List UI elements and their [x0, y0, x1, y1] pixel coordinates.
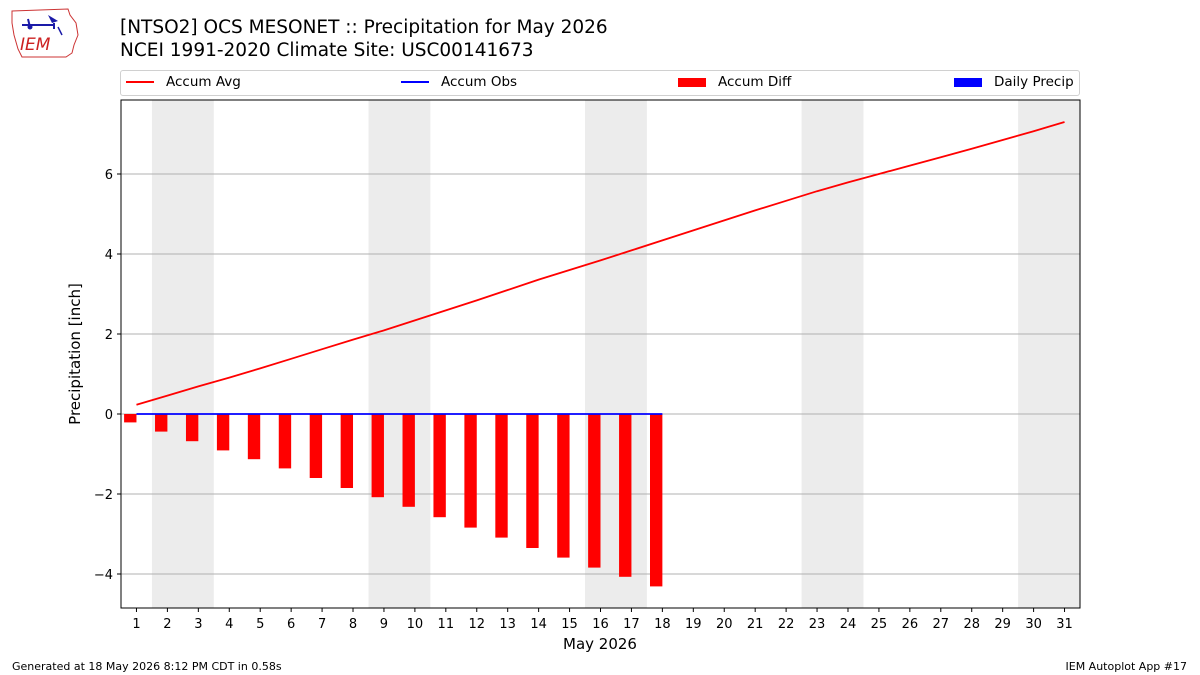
legend-label-accum-obs: Accum Obs — [441, 74, 518, 90]
y-tick-label-2: 2 — [105, 328, 113, 343]
bar-accum-diff-day-15 — [557, 414, 570, 558]
x-tick-label-22: 22 — [778, 617, 795, 632]
y-tick-label--4: −4 — [94, 568, 113, 583]
x-tick-label-6: 6 — [287, 617, 295, 632]
x-tick-label-3: 3 — [194, 617, 202, 632]
y-tick-label--2: −2 — [94, 488, 113, 503]
bar-accum-diff-day-6 — [278, 414, 292, 469]
x-tick-label-15: 15 — [561, 617, 578, 632]
plot-frame — [120, 99, 1081, 609]
bar-accum-diff-day-13 — [495, 414, 508, 538]
x-tick-label-18: 18 — [654, 617, 671, 632]
accum-diff-bars — [124, 414, 663, 587]
y-tick-label-6: 6 — [105, 168, 113, 183]
x-tick-label-8: 8 — [349, 617, 357, 632]
x-tick-label-23: 23 — [809, 617, 826, 632]
iem-logo: IEM — [11, 8, 79, 58]
x-tick-label-10: 10 — [407, 617, 424, 632]
y-gridlines — [121, 173, 1080, 575]
x-axis-ticks: 1 2 3 4 5 6 7 8 9 10 11 12 13 14 15 16 17 18 19 20 21 22 23 24 2… — [132, 608, 1073, 632]
chart-subtitle: NCEI 1991-2020 Climate Site: USC00141673 — [120, 40, 534, 61]
weekend-band-4 — [1018, 100, 1080, 608]
bar-accum-diff-day-5 — [247, 414, 261, 460]
svg-text:IEM: IEM — [20, 35, 51, 55]
bar-accum-diff-day-12 — [464, 414, 477, 528]
series-line-accum-avg — [136, 121, 1065, 406]
y-tick-label-0: 0 — [105, 408, 113, 423]
legend-label-accum-diff: Accum Diff — [718, 74, 792, 90]
y-axis-label: Precipitation [inch] — [66, 283, 84, 425]
bar-accum-diff-day-14 — [526, 414, 539, 548]
legend-item-accum-obs: Accum Obs — [401, 74, 517, 90]
x-tick-label-21: 21 — [747, 617, 764, 632]
chart-title: [NTSO2] OCS MESONET :: Precipitation for… — [120, 17, 608, 38]
series-lines — [136, 121, 1065, 415]
x-tick-label-28: 28 — [963, 617, 980, 632]
bar-accum-diff-day-17 — [619, 414, 632, 577]
legend-label-daily-precip: Daily Precip — [994, 74, 1074, 90]
x-tick-label-7: 7 — [318, 617, 326, 632]
bar-accum-diff-day-1 — [124, 414, 137, 423]
weekend-band-0 — [151, 100, 214, 608]
x-tick-label-19: 19 — [685, 617, 702, 632]
x-tick-label-31: 31 — [1056, 617, 1073, 632]
legend-swatch-accum-avg — [126, 81, 154, 83]
bar-accum-diff-day-18 — [649, 414, 663, 587]
weekend-band-1 — [368, 100, 431, 608]
x-tick-label-9: 9 — [380, 617, 388, 632]
legend-label-accum-avg: Accum Avg — [166, 74, 241, 90]
bar-accum-diff-day-8 — [340, 414, 354, 488]
x-tick-label-14: 14 — [530, 617, 547, 632]
legend-swatch-accum-obs — [401, 81, 429, 83]
legend-swatch-daily-precip — [954, 77, 982, 87]
x-tick-label-29: 29 — [994, 617, 1011, 632]
x-tick-label-30: 30 — [1025, 617, 1042, 632]
x-tick-label-13: 13 — [499, 617, 516, 632]
bar-accum-diff-day-9 — [371, 414, 384, 498]
bar-accum-diff-day-4 — [216, 414, 230, 451]
x-tick-label-27: 27 — [933, 617, 950, 632]
x-axis-label: May 2026 — [563, 635, 637, 653]
bar-accum-diff-day-2 — [155, 414, 168, 432]
app-credit: IEM Autoplot App #17 — [1065, 660, 1188, 673]
legend-item-accum-avg: Accum Avg — [126, 74, 241, 90]
bar-accum-diff-day-7 — [309, 414, 323, 478]
bar-accum-diff-day-10 — [402, 414, 415, 507]
chart-legend: Accum Avg Accum Obs Accum Diff Daily Pre… — [120, 70, 1080, 96]
x-tick-label-12: 12 — [468, 617, 485, 632]
weekend-shading — [151, 100, 1080, 608]
y-tick-label-4: 4 — [105, 248, 113, 263]
legend-item-accum-diff: Accum Diff — [678, 74, 791, 90]
legend-item-daily-precip: Daily Precip — [954, 74, 1074, 90]
x-tick-label-17: 17 — [623, 617, 640, 632]
weekend-band-3 — [801, 100, 864, 608]
y-axis-ticks: −4 −2 0 2 4 6 — [94, 168, 121, 583]
x-tick-label-11: 11 — [438, 617, 455, 632]
x-tick-label-16: 16 — [592, 617, 609, 632]
x-tick-label-2: 2 — [163, 617, 171, 632]
bar-accum-diff-day-11 — [433, 414, 446, 518]
x-tick-label-25: 25 — [871, 617, 888, 632]
x-tick-label-26: 26 — [902, 617, 919, 632]
x-tick-label-1: 1 — [132, 617, 140, 632]
generated-timestamp: Generated at 18 May 2026 8:12 PM CDT in … — [12, 660, 282, 673]
x-tick-label-20: 20 — [716, 617, 733, 632]
x-tick-label-5: 5 — [256, 617, 264, 632]
bar-accum-diff-day-3 — [185, 414, 199, 442]
x-tick-label-4: 4 — [225, 617, 233, 632]
bar-accum-diff-day-16 — [588, 414, 601, 568]
weekend-band-2 — [585, 100, 647, 608]
x-tick-label-24: 24 — [840, 617, 857, 632]
legend-swatch-accum-diff — [678, 77, 706, 87]
